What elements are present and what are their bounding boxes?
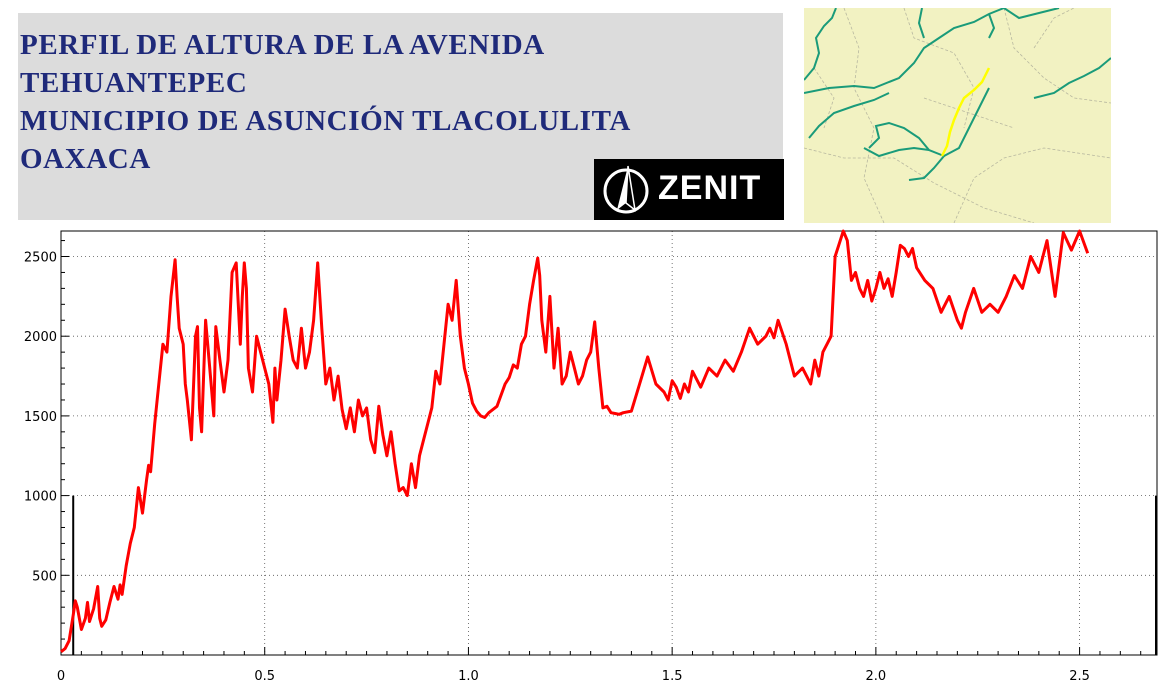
plot-frame [60,230,1158,656]
title-line-4: OAXACA [20,143,151,175]
map-boundaries [804,8,1111,223]
y-tick-label: 2000 [24,330,57,345]
title-panel: PERFIL DE ALTURA DE LA AVENIDA TEHUANTEP… [18,13,783,220]
chart-grid [61,231,1157,655]
logo-text: ZENIT [658,169,762,207]
profile-chart: 500 1000 1500 2000 2500 0 0.5 1.0 1.5 2.0 2.5 [24,229,1158,684]
x-tick-label: 0 [57,669,65,684]
y-axis-tick-labels: 500 1000 1500 2000 2500 [24,251,57,585]
y-tick-label: 500 [32,569,57,584]
x-tick-label: 0.5 [254,669,275,684]
route-line [940,67,991,157]
y-tick-label: 1500 [24,410,57,425]
title-line-2: TEHUANTEPEC [20,67,248,99]
x-tick-label: 2.5 [1069,669,1090,684]
x-tick-label: 2.0 [866,669,887,684]
elevation-profile-line [60,229,1090,653]
range-markers [72,495,1157,655]
y-tick-label: 2500 [24,251,57,266]
location-map [804,8,1111,223]
x-tick-label: 1.0 [458,669,479,684]
minor-ticks [60,240,1142,655]
rivers [804,8,1111,181]
y-tick-label: 1000 [24,490,57,505]
zenit-logo: ZENIT [594,159,784,220]
x-tick-label: 1.5 [662,669,683,684]
title-line-3: MUNICIPIO DE ASUNCIÓN TLACOLULITA [20,105,631,137]
x-axis-tick-labels: 0 0.5 1.0 1.5 2.0 2.5 [57,669,1090,684]
compass-icon [603,165,649,214]
title-line-1: PERFIL DE ALTURA DE LA AVENIDA [20,29,545,61]
